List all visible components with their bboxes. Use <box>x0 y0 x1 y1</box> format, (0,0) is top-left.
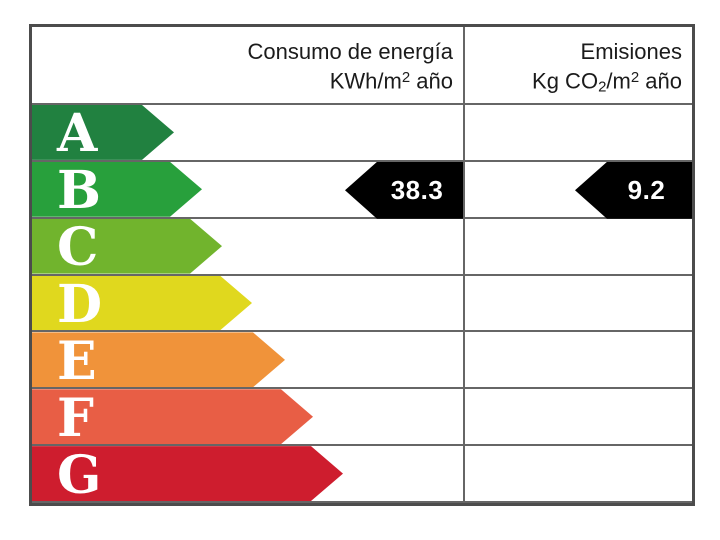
rating-bar-e: E <box>32 332 285 387</box>
rating-letter-g: G <box>57 444 102 506</box>
rating-letter-d: D <box>57 273 103 335</box>
rating-letter-e: E <box>57 330 97 392</box>
rating-row-b: B 38.3 9.2 <box>32 161 692 219</box>
rating-letter-b: B <box>57 160 101 222</box>
energy-column-unit: KWh/m2 año <box>329 68 453 94</box>
rating-bar-c: C <box>32 219 222 274</box>
rating-bar-a: A <box>32 105 174 160</box>
emissions-column-unit: Kg CO2/m2 año <box>532 68 682 96</box>
energy-value-indicator-arrow: 38.3 <box>345 161 463 219</box>
rating-bar-g: G <box>32 446 343 501</box>
rating-letter-a: A <box>57 103 98 165</box>
header-energy-consumption: Consumo de energía KWh/m2 año <box>32 27 463 103</box>
energy-column-title: Consumo de energía <box>247 39 453 64</box>
rating-row-d: D <box>32 276 692 333</box>
table-header: Consumo de energía KWh/m2 año Emisiones … <box>32 27 692 105</box>
rating-row-f: F <box>32 389 692 447</box>
rating-bar-b: B <box>32 162 202 217</box>
header-emissions: Emisiones Kg CO2/m2 año <box>463 27 692 103</box>
column-divider <box>463 27 465 503</box>
energy-value: 38.3 <box>390 174 444 205</box>
emissions-value: 9.2 <box>627 174 666 205</box>
rating-bar-d: D <box>32 276 252 331</box>
rating-row-e: E <box>32 332 692 390</box>
rating-row-a: A <box>32 105 692 162</box>
rating-table: Consumo de energía KWh/m2 año Emisiones … <box>29 24 695 506</box>
rating-row-g: G <box>32 446 692 503</box>
rating-letter-f: F <box>57 387 94 449</box>
emissions-value-indicator-arrow: 9.2 <box>575 161 692 219</box>
rating-row-c: C <box>32 219 692 276</box>
rating-letter-c: C <box>57 217 99 279</box>
emissions-column-title: Emisiones <box>580 39 682 64</box>
rating-bar-f: F <box>32 389 313 444</box>
